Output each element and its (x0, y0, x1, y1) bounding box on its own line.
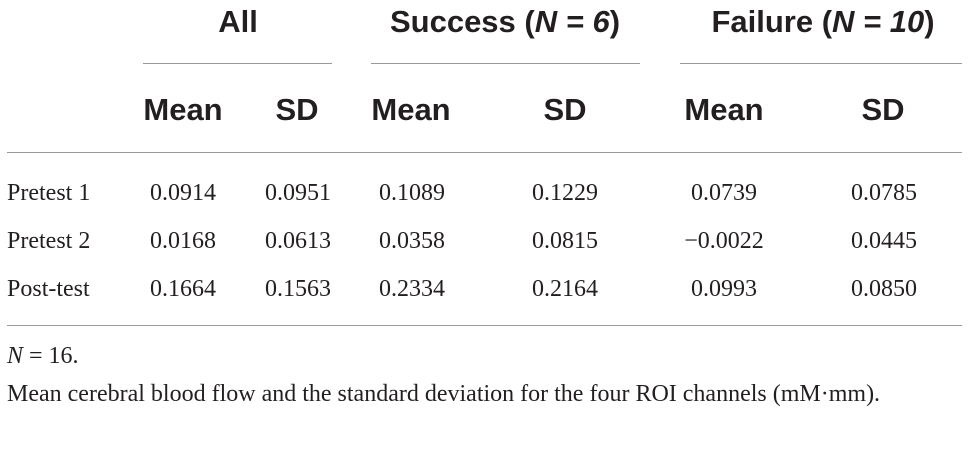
cell-pretest-1-failure-mean: 0.0739 (691, 180, 757, 206)
footnote-n: N = 16. (7, 339, 79, 373)
row-label-pretest-2: Pretest 2 (7, 228, 91, 254)
group-header-all-label: All (218, 4, 258, 39)
cell-pretest-2-success-sd: 0.0815 (532, 228, 598, 254)
group-header-failure-label: Failure ( (711, 4, 833, 39)
subheader-failure-mean: Mean (684, 92, 764, 127)
cell-pretest-2-failure-sd: 0.0445 (851, 228, 917, 254)
cell-post-test-success-mean: 0.2334 (379, 276, 445, 302)
subheader-all-sd: SD (275, 92, 319, 127)
group-rule-success (371, 63, 640, 64)
cell-pretest-2-failure-mean: −0.0022 (684, 228, 764, 254)
cell-post-test-failure-sd: 0.0850 (851, 276, 917, 302)
cell-post-test-success-sd: 0.2164 (532, 276, 598, 302)
group-header-success-label: Success ( (389, 4, 535, 39)
group-rule-failure (680, 63, 962, 64)
footnote-n-value: = 16. (23, 343, 79, 369)
cell-pretest-2-all-mean: 0.0168 (150, 228, 216, 254)
subheader-success-mean: Mean (371, 92, 451, 127)
subheader-failure-sd: SD (861, 92, 905, 127)
cell-pretest-1-all-mean: 0.0914 (150, 180, 216, 206)
table-bottom-rule (7, 325, 962, 326)
row-label-pretest-1: Pretest 1 (7, 180, 91, 206)
cell-pretest-1-all-sd: 0.0951 (265, 180, 331, 206)
group-header-failure: Failure (N = 10) (680, 2, 966, 42)
cell-post-test-failure-mean: 0.0993 (691, 276, 757, 302)
group-rule-all (143, 63, 332, 64)
cell-post-test-all-mean: 0.1664 (150, 276, 216, 302)
header-rule (7, 152, 962, 153)
group-header-success-close: ) (609, 4, 621, 39)
group-header-success-n: N = 6 (534, 4, 610, 39)
group-header-failure-close: ) (924, 4, 935, 39)
subheader-all-mean: Mean (143, 92, 223, 127)
cell-pretest-2-all-sd: 0.0613 (265, 228, 331, 254)
footnote-n-symbol: N (7, 343, 24, 369)
cell-pretest-1-success-sd: 0.1229 (532, 180, 598, 206)
cell-pretest-2-success-mean: 0.0358 (379, 228, 445, 254)
group-header-all: All (140, 2, 336, 42)
row-label-post-test: Post-test (7, 276, 90, 302)
group-header-failure-n: N = 10 (832, 4, 925, 39)
table-caption: Mean cerebral blood flow and the standar… (7, 381, 881, 407)
cell-pretest-1-success-mean: 0.1089 (379, 180, 445, 206)
cell-post-test-all-sd: 0.1563 (265, 276, 331, 302)
cell-pretest-1-failure-sd: 0.0785 (851, 180, 917, 206)
group-header-success: Success (N = 6) (370, 2, 640, 42)
subheader-success-sd: SD (543, 92, 587, 127)
